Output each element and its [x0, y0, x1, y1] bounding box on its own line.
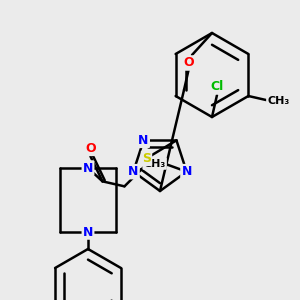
Text: CH₃: CH₃	[267, 96, 290, 106]
Text: N: N	[83, 161, 93, 175]
Text: S: S	[142, 152, 151, 165]
Text: N: N	[83, 226, 93, 238]
Text: N: N	[128, 165, 139, 178]
Text: N: N	[182, 165, 192, 178]
Text: O: O	[184, 56, 194, 70]
Text: Cl: Cl	[210, 80, 224, 94]
Text: CH₃: CH₃	[143, 159, 166, 169]
Text: O: O	[85, 142, 96, 155]
Text: N: N	[138, 134, 149, 147]
